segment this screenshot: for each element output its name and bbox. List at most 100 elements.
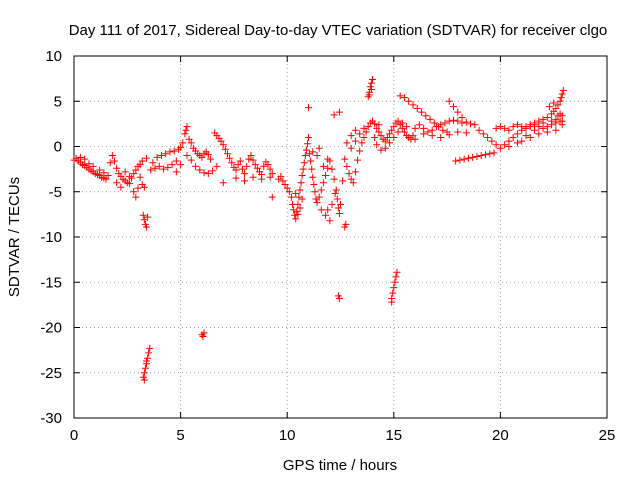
data-point [249, 173, 257, 181]
data-point [106, 159, 114, 167]
data-point [360, 124, 368, 132]
data-point [396, 92, 404, 100]
data-point [313, 152, 321, 160]
data-point [266, 165, 274, 173]
data-point [177, 143, 185, 151]
data-point [140, 183, 148, 191]
data-point [241, 177, 249, 185]
data-point [305, 104, 313, 112]
data-point [228, 159, 236, 167]
data-point [492, 141, 500, 149]
data-point [291, 211, 299, 219]
plot-frame [73, 55, 608, 419]
data-point [364, 93, 372, 101]
data-point [477, 152, 485, 160]
data-point [471, 121, 479, 129]
data-point [349, 179, 357, 187]
data-point [356, 147, 364, 155]
data-point [332, 186, 340, 194]
data-point [301, 152, 309, 160]
data-point [413, 104, 421, 112]
data-point [185, 135, 193, 143]
data-point [437, 121, 445, 129]
tick-labels: 0 5 10 15 20 25 -30 -25 -20 -15 -10 -5 0 5 10 [40, 48, 615, 444]
data-point [130, 188, 138, 196]
data-point [134, 184, 142, 192]
data-point [100, 169, 108, 177]
data-point [331, 190, 339, 198]
data-point [264, 161, 272, 169]
data-point [328, 200, 336, 208]
data-point [347, 132, 355, 140]
data-point [392, 273, 400, 281]
data-point [89, 162, 97, 170]
data-point [543, 128, 551, 136]
data-point [339, 177, 347, 185]
data-point [388, 126, 396, 134]
data-point [449, 103, 457, 111]
data-point [373, 124, 381, 132]
data-point [198, 153, 206, 161]
data-point [388, 298, 396, 306]
data-point [102, 175, 110, 183]
data-point [371, 120, 379, 128]
data-point [377, 132, 385, 140]
data-point [296, 186, 304, 194]
data-point [550, 99, 558, 107]
data-point [394, 128, 402, 136]
data-point [226, 154, 234, 162]
data-point [111, 157, 119, 165]
data-point [334, 204, 342, 212]
data-point [458, 114, 466, 122]
x-tick-label: 0 [70, 427, 78, 444]
data-point [306, 150, 314, 158]
data-point [108, 152, 116, 160]
data-point [311, 188, 319, 196]
axis-ticks [73, 55, 608, 419]
data-point [341, 155, 349, 163]
data-point [351, 126, 359, 134]
data-point [505, 126, 513, 134]
data-point [296, 204, 304, 212]
data-point [313, 199, 321, 207]
data-point [141, 364, 149, 372]
data-point [130, 170, 138, 178]
data-point [522, 124, 530, 132]
data-point [166, 148, 174, 156]
data-point [200, 329, 208, 337]
data-point [539, 119, 547, 127]
data-point [317, 186, 325, 194]
data-point [365, 91, 373, 99]
data-point [389, 289, 397, 297]
data-point [486, 150, 494, 158]
data-point [432, 123, 440, 131]
data-point [260, 162, 268, 170]
data-point [283, 184, 291, 192]
data-point [496, 144, 504, 152]
data-point [315, 193, 323, 201]
y-axis-label: SDTVAR / TECUs [6, 177, 23, 297]
data-point [303, 140, 311, 148]
x-tick-label: 25 [599, 427, 616, 444]
data-point [206, 155, 214, 163]
data-point [351, 168, 359, 176]
data-point [146, 344, 154, 352]
data-point [362, 128, 370, 136]
data-point [548, 117, 556, 125]
data-point [554, 112, 562, 120]
data-point [462, 129, 470, 137]
data-point [113, 179, 121, 187]
data-point [490, 149, 498, 157]
data-point [199, 333, 207, 341]
data-point [386, 139, 394, 147]
data-point [326, 217, 334, 225]
data-point [247, 152, 255, 160]
data-point [351, 137, 359, 145]
data-point [147, 166, 155, 174]
data-point [552, 115, 560, 123]
data-point [422, 112, 430, 120]
x-tick-label: 20 [492, 427, 509, 444]
data-point [393, 268, 401, 276]
data-point [219, 141, 227, 149]
data-point [117, 183, 125, 191]
